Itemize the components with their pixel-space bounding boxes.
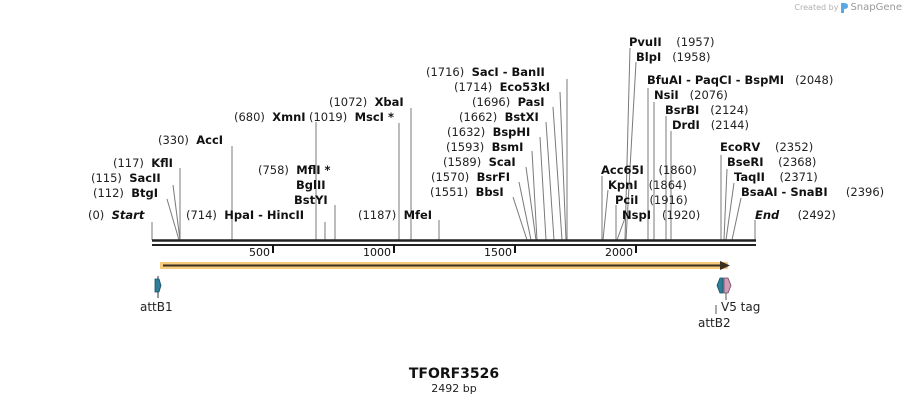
ruler-label-1500: 1500 [484,246,512,259]
map-length: 2492 bp [431,382,477,395]
site-bsrbi[interactable]: BsrBI (2124) [665,103,749,117]
snapgene-logo-icon [841,3,849,13]
site-end[interactable]: End (2492) [755,208,836,222]
site-acc65i[interactable]: Acc65I (1860) [601,163,697,177]
cut-site-lines [151,47,756,241]
site-bsmi[interactable]: (1593) BsmI [446,140,524,154]
site-bseri[interactable]: BseRI (2368) [727,155,817,169]
site-bglii[interactable]: BglII [296,178,326,192]
feature-label-attb1[interactable]: attB1 [140,300,173,314]
site-pcii[interactable]: PciI (1916) [615,193,688,207]
site-xbai[interactable]: (1072) XbaI [329,95,404,109]
site-ecorv[interactable]: EcoRV (2352) [720,140,814,154]
v5-tag-feature [723,277,732,294]
attb2-feature [716,277,724,294]
site-bsaai-snabi[interactable]: BsaAI - SnaBI (2396) [741,185,885,199]
site-acci[interactable]: (330) AccI [158,133,224,147]
site-hpai-hincii[interactable]: (714) HpaI - HincII [186,208,305,222]
site-saci-banii[interactable]: (1716) SacI - BanII [426,65,545,79]
site-drdi[interactable]: DrdI (2144) [672,118,749,132]
ruler-label-500: 500 [249,246,270,259]
site-msci[interactable]: (1019) MscI * [309,110,394,124]
ruler-ticks [272,245,637,253]
site-pvuii[interactable]: PvuII (1957) [629,35,715,49]
site-bsphi[interactable]: (1632) BspHI [447,125,531,139]
ruler-label-1000: 1000 [363,246,391,259]
site-xmni[interactable]: (680) XmnI [234,110,306,124]
site-btgi[interactable]: (112) BtgI [93,186,159,200]
site-eco53ki[interactable]: (1714) Eco53kI [454,80,551,94]
site-taqii[interactable]: TaqII (2371) [734,170,818,184]
feature-label-attb2[interactable]: attB2 [698,316,731,330]
feature-label-v5-tag[interactable]: V5 tag [721,300,761,314]
orf-arrow-head [720,261,730,270]
site-mfei[interactable]: (1187) MfeI [358,208,433,222]
attb1-feature [154,278,162,293]
site-kpni[interactable]: KpnI (1864) [608,178,687,192]
site-bstxi[interactable]: (1662) BstXI [459,110,539,124]
site-bfuai-paqci-bspmi[interactable]: BfuAI - PaqCI - BspMI (2048) [647,73,834,87]
site-scai[interactable]: (1589) ScaI [443,155,516,169]
site-nspi[interactable]: NspI (1920) [622,208,701,222]
map-title: TFORF3526 [408,366,500,382]
ruler-label-2000: 2000 [605,246,633,259]
site-bsrfi[interactable]: (1570) BsrFI [431,170,510,184]
site-nsii[interactable]: NsiI (2076) [654,88,728,102]
credit-brand: SnapGene [850,2,902,13]
site-pasi[interactable]: (1696) PasI [472,95,545,109]
site-blpi[interactable]: BlpI (1958) [636,50,711,64]
credit-prefix: Created by [794,3,839,12]
site-bstyi[interactable]: BstYI [294,193,328,207]
site-mfli[interactable]: (758) MflI * [258,163,331,177]
site-sacii[interactable]: (115) SacII [91,171,161,185]
site-kfli[interactable]: (117) KflI [113,156,173,170]
snapgene-credit: Created by SnapGene [794,2,902,13]
site-bbsi[interactable]: (1551) BbsI [430,185,504,199]
site-start[interactable]: (0) Start [88,208,145,222]
